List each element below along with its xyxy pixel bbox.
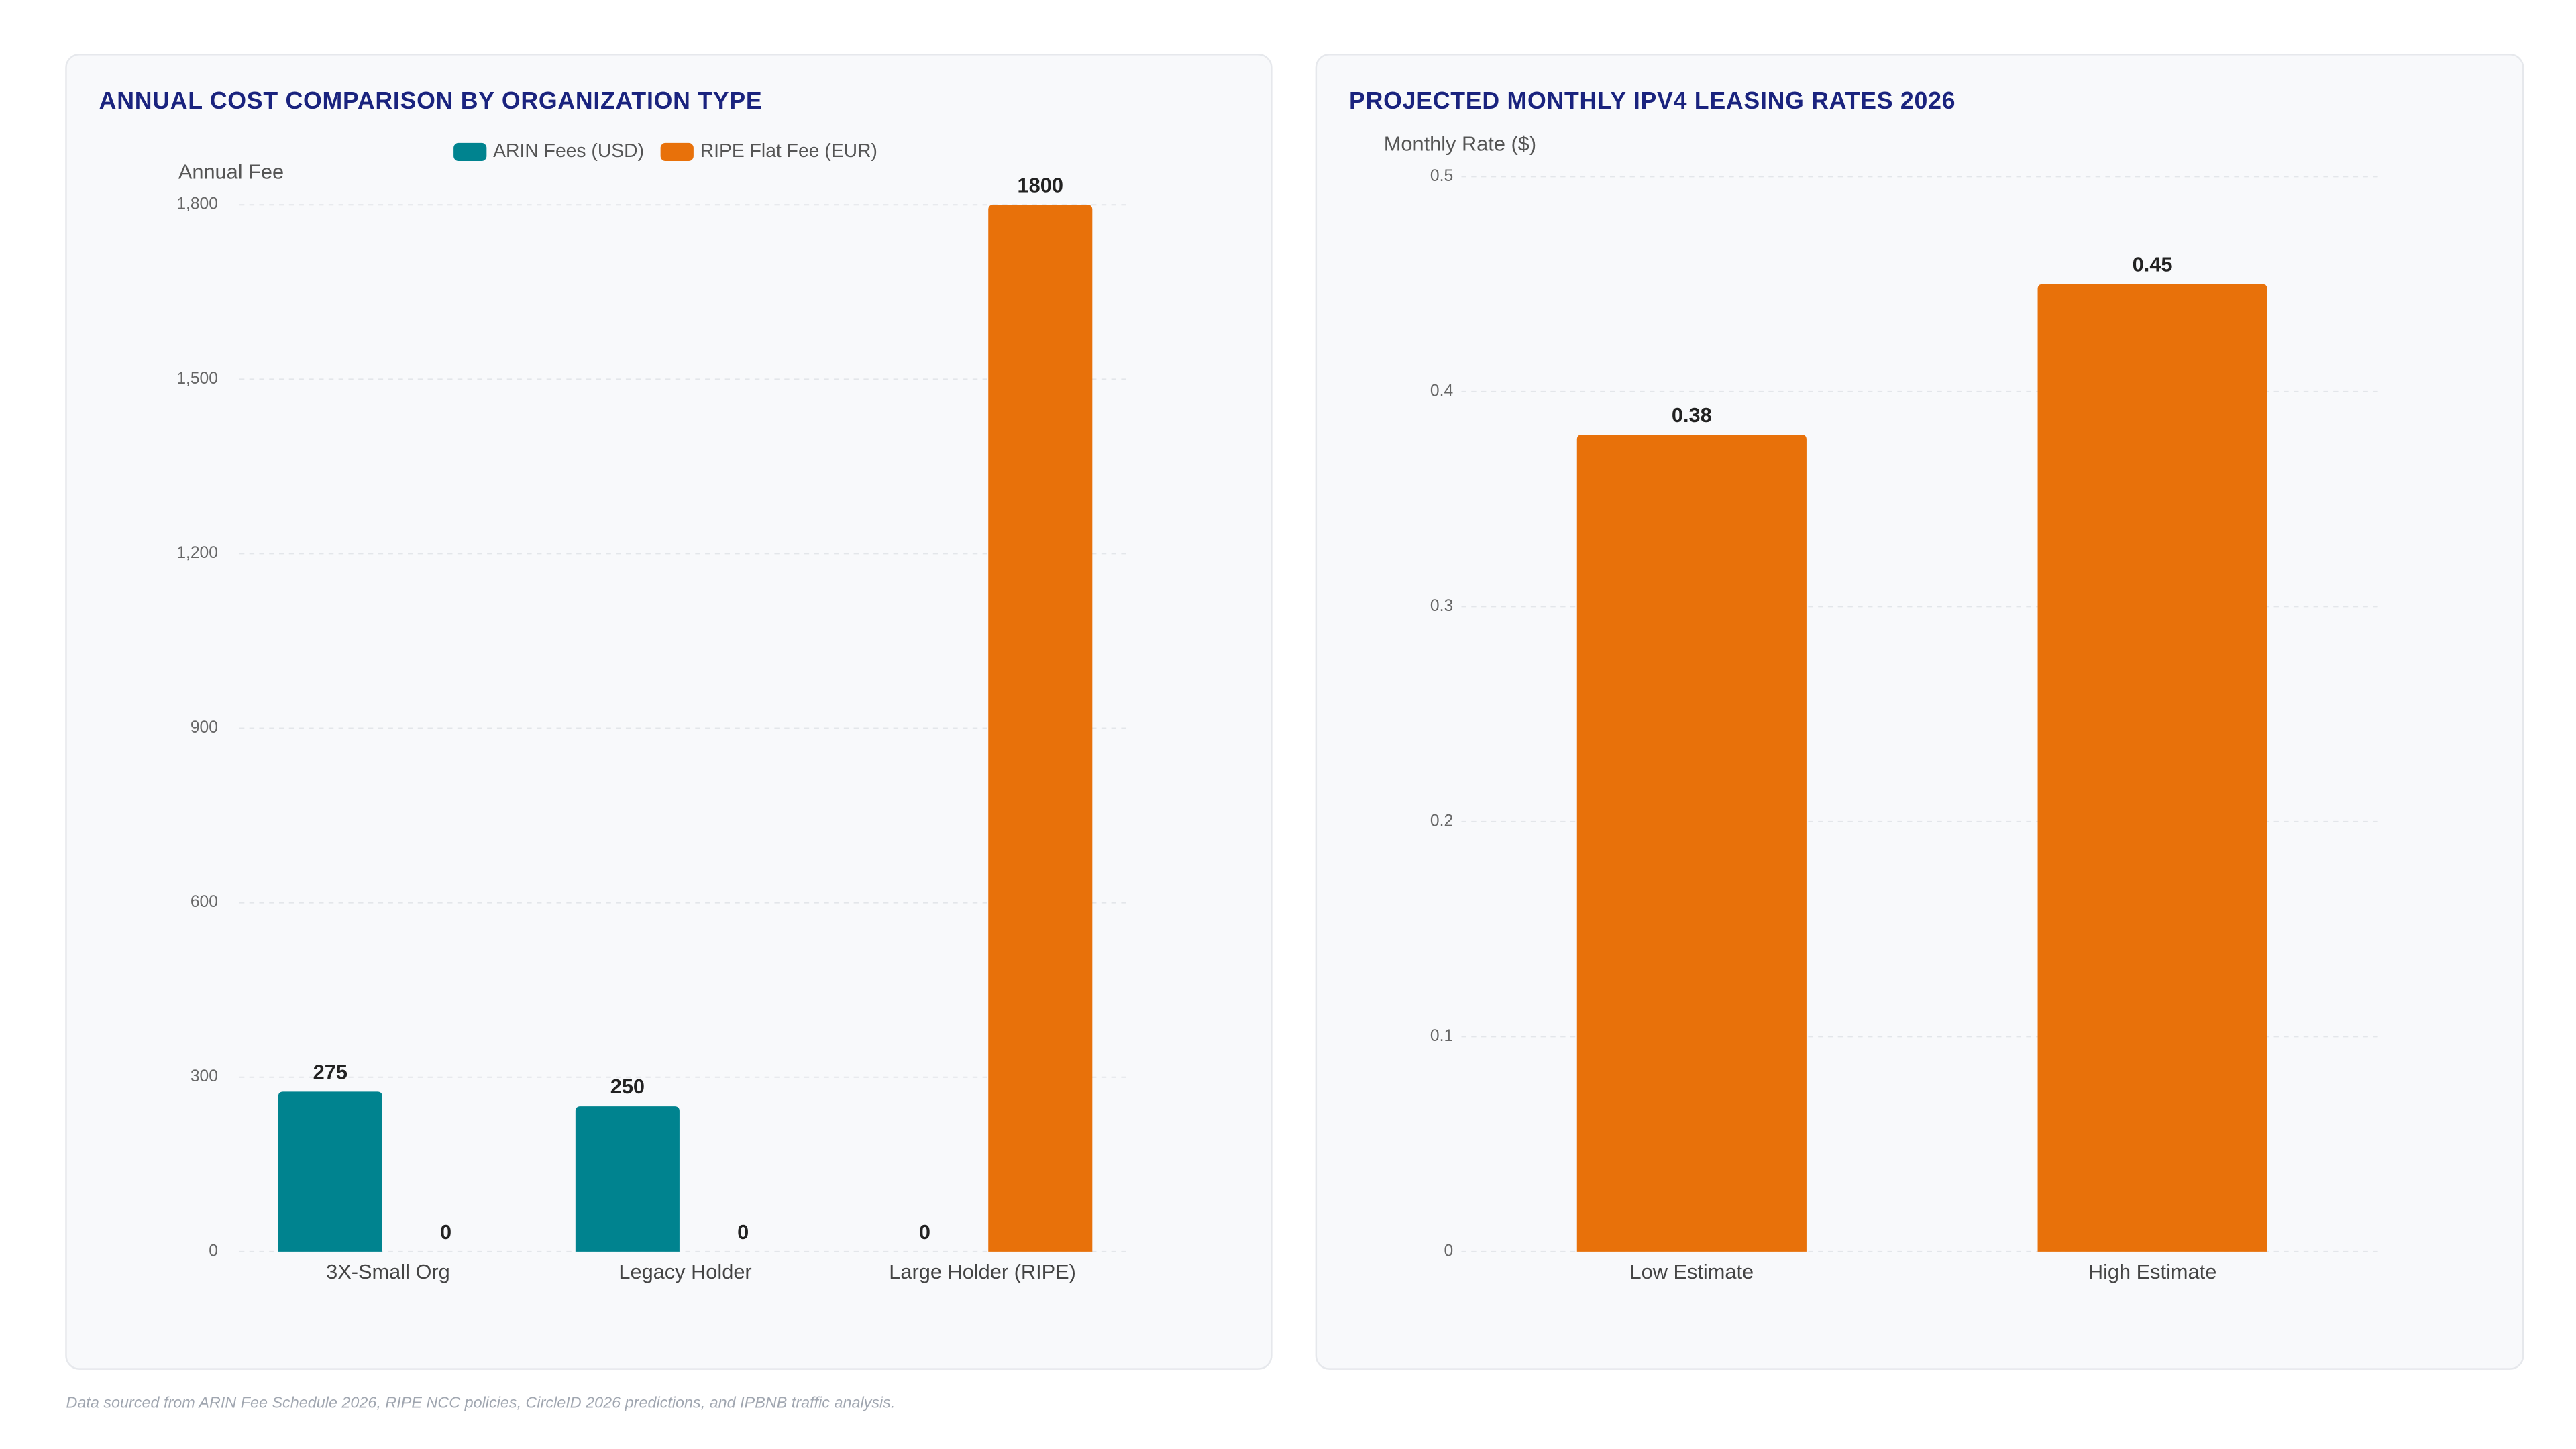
legend-label: RIPE Flat Fee (EUR) bbox=[700, 140, 877, 161]
y-tick-label: 1,200 bbox=[176, 544, 218, 562]
footer: Data sourced from ARIN Fee Schedule 2026… bbox=[66, 1393, 895, 1411]
legend-swatch bbox=[660, 142, 694, 161]
value-label: 0.45 bbox=[2133, 253, 2173, 276]
value-label: 0 bbox=[440, 1220, 451, 1244]
panel bbox=[1315, 53, 2524, 1370]
x-tick-label: High Estimate bbox=[2088, 1260, 2216, 1283]
y-tick-label: 1,500 bbox=[176, 370, 218, 388]
value-label: 275 bbox=[313, 1060, 347, 1083]
bar bbox=[278, 1091, 382, 1252]
y-tick-label: 0 bbox=[1444, 1242, 1453, 1260]
value-label: 0 bbox=[737, 1220, 749, 1244]
bar bbox=[575, 1106, 680, 1252]
panel bbox=[65, 53, 1273, 1370]
chart-title: PROJECTED MONTHLY IPV4 LEASING RATES 202… bbox=[1349, 87, 1955, 114]
y-tick-label: 0.5 bbox=[1430, 167, 1453, 185]
y-tick-label: 0.1 bbox=[1430, 1027, 1453, 1045]
y-tick-label: 900 bbox=[191, 718, 218, 737]
legend-swatch bbox=[453, 142, 487, 161]
y-axis-title: Monthly Rate ($) bbox=[1384, 132, 1536, 156]
y-tick-label: 0.3 bbox=[1430, 597, 1453, 615]
bar bbox=[1576, 434, 1807, 1252]
x-tick-label: 3X-Small Org bbox=[326, 1260, 450, 1283]
y-tick-label: 300 bbox=[191, 1067, 218, 1085]
chart-title: ANNUAL COST COMPARISON BY ORGANIZATION T… bbox=[99, 87, 763, 114]
bar bbox=[988, 205, 1093, 1252]
value-label: 0 bbox=[919, 1220, 930, 1244]
x-tick-label: Large Holder (RIPE) bbox=[889, 1260, 1076, 1283]
y-tick-label: 0.2 bbox=[1430, 812, 1453, 830]
y-tick-label: 1,800 bbox=[176, 195, 218, 213]
value-label: 250 bbox=[610, 1075, 645, 1098]
y-axis-title: Annual Fee bbox=[178, 160, 284, 184]
bar bbox=[2037, 284, 2267, 1252]
value-label: 0.38 bbox=[1672, 403, 1712, 427]
x-tick-label: Low Estimate bbox=[1630, 1260, 1754, 1283]
y-tick-label: 0.4 bbox=[1430, 382, 1453, 400]
y-tick-label: 0 bbox=[209, 1242, 218, 1260]
y-tick-label: 600 bbox=[191, 893, 218, 911]
x-tick-label: Legacy Holder bbox=[619, 1260, 751, 1283]
legend-label: ARIN Fees (USD) bbox=[493, 140, 644, 161]
value-label: 1800 bbox=[1018, 173, 1063, 197]
